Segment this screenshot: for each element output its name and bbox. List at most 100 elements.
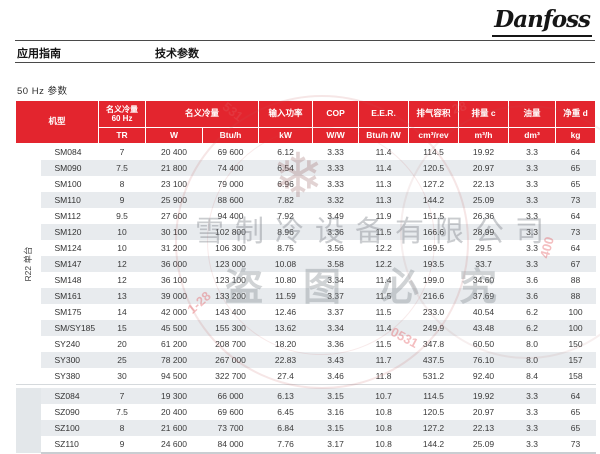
nav-application-guide: 应用指南 [17, 48, 61, 60]
value-cell: 3.49 [327, 211, 344, 221]
value-cell: 10 [98, 224, 146, 240]
value-cell: 157 [555, 352, 596, 368]
value-cell: 151.5 [422, 211, 445, 221]
value-cell: 11.4 [358, 160, 409, 176]
value-cell: 37.69 [458, 288, 509, 304]
table-row: SM148 12 36 100 123 100 10.80 3.34 11.4 199.0 34… [16, 272, 596, 288]
value-cell: 19 300 [145, 388, 203, 404]
table-row: SZ090 7.5 20 400 69 600 6.45 3.16 10.8 120.5 20.… [16, 404, 596, 420]
value-cell: 120.5 [408, 160, 459, 176]
value-cell: 11.5 [358, 288, 409, 304]
value-cell: 36 100 [161, 275, 188, 285]
value-cell: 166.6 [408, 224, 459, 240]
value-cell: 12 [98, 256, 146, 272]
value-cell: 347.8 [422, 339, 445, 349]
value-cell: 3.37 [327, 307, 344, 317]
col-model: 机型 [14, 100, 100, 144]
value-cell: 18.20 [274, 339, 297, 349]
value-cell: 12.2 [375, 243, 392, 253]
value-cell: 102 800 [202, 224, 259, 240]
spec-table-body: R22 单台 SM084 7 20 400 69 600 6.12 3.33 11.4 114.… [15, 143, 596, 454]
value-cell: 3.6 [508, 288, 556, 304]
value-cell: 22.13 [472, 179, 495, 189]
value-cell: 11.7 [358, 352, 409, 368]
model-cell: SM120 [40, 224, 99, 240]
unit-btuhw: Btu/h /W [358, 127, 410, 144]
value-cell: 84 000 [202, 436, 259, 454]
value-cell: 3.36 [327, 339, 344, 349]
value-cell: 123 000 [202, 256, 259, 272]
value-cell: 3.3 [508, 388, 556, 404]
value-cell: 20 400 [161, 407, 188, 417]
value-cell: 193.5 [408, 256, 459, 272]
value-cell: 24 600 [145, 436, 203, 454]
value-cell: 3.3 [526, 407, 538, 417]
value-cell: 88 600 [202, 192, 259, 208]
value-cell: 22.13 [458, 420, 509, 436]
model-cell: SY300 [40, 352, 99, 368]
value-cell: 3.32 [312, 192, 359, 208]
unit-kg: kg [555, 127, 597, 144]
col-displacement-volume: 排气容积 [408, 100, 460, 128]
value-cell: 7.92 [277, 211, 294, 221]
value-cell: 6.2 [508, 320, 556, 336]
value-cell: 78 200 [145, 352, 203, 368]
value-cell: 8 [119, 179, 125, 189]
value-cell: 133 200 [202, 288, 259, 304]
value-cell: 64 [570, 147, 581, 157]
header-rule-bottom [15, 62, 595, 63]
col-capacity: 名义冷量 [145, 100, 260, 128]
model-cell: SM084 [54, 147, 82, 157]
value-cell: 14 [117, 307, 127, 317]
value-cell: 3.3 [508, 224, 556, 240]
value-cell: 3.3 [526, 179, 538, 189]
value-cell: 12 [117, 275, 127, 285]
value-cell: 65 [555, 420, 596, 436]
value-cell: 76.10 [458, 352, 509, 368]
value-cell: 169.5 [422, 243, 445, 253]
value-cell: 3.3 [508, 192, 556, 208]
value-cell: 61 200 [161, 339, 188, 349]
unit-w: W [145, 127, 204, 144]
value-cell: 3.33 [327, 147, 344, 157]
value-cell: 100 [555, 320, 596, 336]
value-cell: 21 800 [145, 160, 203, 176]
value-cell: 25.09 [458, 436, 509, 454]
col-capacity-60hz: 名义冷量 60 Hz [98, 100, 147, 128]
value-cell: 6.54 [258, 160, 313, 176]
value-cell: 3.3 [526, 243, 538, 253]
model-cell: SM147 [40, 256, 99, 272]
value-cell: 69 600 [217, 407, 244, 417]
page-title: 50 Hz 参数 [17, 86, 68, 97]
group-label-second [15, 388, 41, 453]
value-cell: 8.0 [508, 352, 556, 368]
value-cell: 30 [117, 371, 127, 381]
table-row: SZ100 8 21 600 73 700 6.84 3.15 10.8 127.2 22.13… [16, 420, 596, 436]
value-cell: 11.4 [375, 275, 392, 285]
value-cell: 143 400 [215, 307, 246, 317]
value-cell: 3.43 [312, 352, 359, 368]
table-row: SM090 7.5 21 800 74 400 6.54 3.33 11.4 120.5 20.… [16, 160, 596, 176]
value-cell: 106 300 [215, 243, 246, 253]
value-cell: 19.92 [458, 388, 509, 404]
value-cell: 10.8 [358, 436, 409, 454]
table-row: SM110 9 25 900 88 600 7.82 3.32 11.3 144.2 25.09… [16, 192, 596, 208]
table-row: SM120 10 30 100 102 800 8.96 3.36 11.5 166.6 28.… [16, 224, 596, 240]
table-row: SY380 30 94 500 322 700 27.4 3.46 11.8 531.2 92.… [16, 368, 596, 385]
value-cell: 21 600 [145, 420, 203, 436]
value-cell: 34.60 [472, 275, 495, 285]
value-cell: 6.96 [277, 179, 294, 189]
value-cell: 322 700 [215, 371, 246, 381]
model-cell: SY380 [54, 371, 81, 381]
value-cell: 7.5 [98, 160, 146, 176]
value-cell: 10.8 [358, 420, 409, 436]
value-cell: 3.15 [312, 420, 359, 436]
col-eer: E.E.R. [358, 100, 410, 128]
value-cell: 39 000 [145, 288, 203, 304]
table-row: SY240 20 61 200 208 700 18.20 3.36 11.5 347.8 60… [16, 336, 596, 352]
value-cell: 6.84 [258, 420, 313, 436]
value-cell: 64 [555, 388, 596, 404]
model-cell: SM175 [54, 307, 82, 317]
value-cell: 531.2 [422, 371, 445, 381]
table-row: SZ084 7 19 300 66 000 6.13 3.15 10.7 114.5 19.92… [15, 388, 596, 453]
